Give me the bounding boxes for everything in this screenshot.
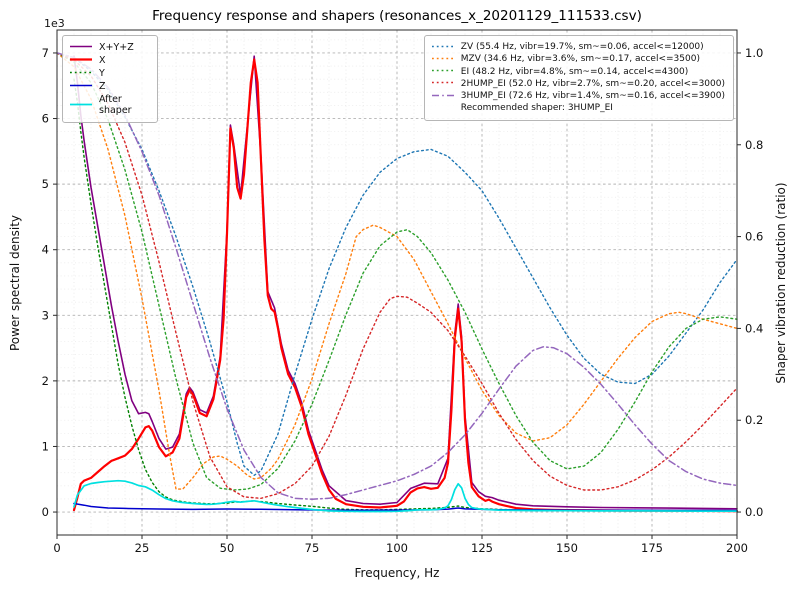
legend-entry-zv: ZV (55.4 Hz, vibr=19.7%, sm~=0.06, accel… xyxy=(431,42,725,53)
psd-legend: X+Y+Z X Y Z After shaper xyxy=(62,35,158,124)
legend-label-after-shaper: After shaper xyxy=(99,93,132,117)
line-sample-mzv-icon xyxy=(431,55,454,65)
legend-entry-y: Y xyxy=(70,68,149,80)
legend-entry-after-shaper: After shaper xyxy=(70,94,149,118)
svg-text:150: 150 xyxy=(556,541,578,555)
svg-text:1: 1 xyxy=(42,439,49,453)
y-axis-label-left: Power spectral density xyxy=(8,214,22,352)
recommended-shaper-note: Recommended shaper: 3HUMP_EI xyxy=(432,103,725,114)
legend-entry-xyz: X+Y+Z xyxy=(70,42,149,54)
svg-text:5: 5 xyxy=(42,177,49,191)
legend-label-x: X xyxy=(99,54,106,66)
chart-title: Frequency response and shapers (resonanc… xyxy=(152,8,642,24)
line-sample-x-icon xyxy=(70,55,92,66)
legend-entry-z: Z xyxy=(70,81,149,93)
svg-text:3: 3 xyxy=(42,308,49,322)
svg-text:0.0: 0.0 xyxy=(745,505,763,519)
x-axis-label: Frequency, Hz xyxy=(354,566,440,580)
legend-label-xyz: X+Y+Z xyxy=(99,42,134,53)
legend-entry-ei: EI (48.2 Hz, vibr=4.8%, sm~=0.14, accel<… xyxy=(431,66,725,78)
svg-text:1.0: 1.0 xyxy=(745,46,763,60)
svg-text:0.4: 0.4 xyxy=(745,321,763,335)
legend-label-mzv: MZV (34.6 Hz, vibr=3.6%, sm~=0.17, accel… xyxy=(460,54,700,65)
svg-text:0.8: 0.8 xyxy=(745,138,763,152)
svg-text:50: 50 xyxy=(220,541,235,555)
svg-text:75: 75 xyxy=(305,541,320,555)
svg-text:7: 7 xyxy=(42,46,49,60)
line-sample-3hump-ei-icon xyxy=(431,92,454,102)
legend-entry-3hump-ei: 3HUMP_EI (72.6 Hz, vibr=1.4%, sm~=0.16, … xyxy=(431,91,725,102)
svg-text:0.2: 0.2 xyxy=(745,413,763,427)
svg-text:125: 125 xyxy=(471,541,493,555)
legend-label-2hump-ei: 2HUMP_EI (52.0 Hz, vibr=2.7%, sm~=0.20, … xyxy=(460,78,725,89)
svg-text:25: 25 xyxy=(135,541,150,555)
svg-text:175: 175 xyxy=(641,541,663,555)
legend-label-ei: EI (48.2 Hz, vibr=4.8%, sm~=0.14, accel<… xyxy=(460,66,689,77)
recommended-shaper-text: Recommended shaper: 3HUMP_EI xyxy=(460,103,613,114)
shaper-legend: ZV (55.4 Hz, vibr=19.7%, sm~=0.06, accel… xyxy=(423,35,734,121)
legend-label-3hump-ei: 3HUMP_EI (72.6 Hz, vibr=1.4%, sm~=0.16, … xyxy=(460,91,725,101)
line-sample-y-icon xyxy=(70,68,92,79)
svg-text:0.6: 0.6 xyxy=(745,230,763,244)
line-sample-after-shaper-icon xyxy=(70,100,92,111)
svg-text:0: 0 xyxy=(53,541,60,555)
line-sample-2hump-ei-icon xyxy=(431,79,454,89)
y-axis-label-right: Shaper vibration reduction (ratio) xyxy=(774,182,788,384)
line-sample-ei-icon xyxy=(431,67,454,77)
svg-text:200: 200 xyxy=(726,541,748,555)
y-axis-offset-text: 1e3 xyxy=(44,17,65,30)
line-sample-z-icon xyxy=(70,81,92,92)
line-sample-xyz-icon xyxy=(70,42,92,53)
line-sample-zv-icon xyxy=(431,43,454,53)
legend-entry-x: X xyxy=(70,55,149,67)
svg-text:100: 100 xyxy=(386,541,408,555)
svg-text:2: 2 xyxy=(42,374,49,388)
legend-entry-mzv: MZV (34.6 Hz, vibr=3.6%, sm~=0.17, accel… xyxy=(431,54,725,65)
legend-label-y: Y xyxy=(99,67,105,79)
legend-spacer xyxy=(432,105,454,112)
legend-entry-2hump-ei: 2HUMP_EI (52.0 Hz, vibr=2.7%, sm~=0.20, … xyxy=(431,78,725,90)
svg-text:6: 6 xyxy=(42,112,49,126)
svg-text:4: 4 xyxy=(42,243,49,257)
svg-text:0: 0 xyxy=(42,505,49,519)
legend-label-zv: ZV (55.4 Hz, vibr=19.7%, sm~=0.06, accel… xyxy=(460,42,704,52)
legend-label-z: Z xyxy=(99,80,106,92)
